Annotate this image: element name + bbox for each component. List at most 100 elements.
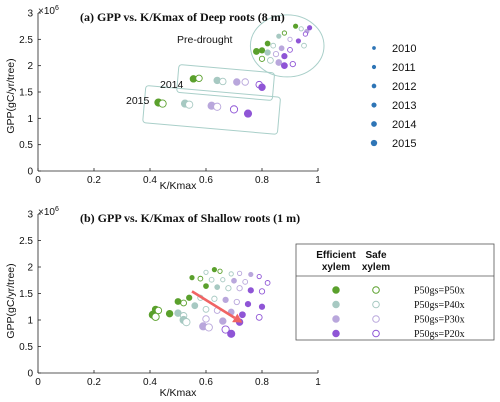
trend-arrow-shaft: [191, 290, 236, 320]
panel-a-plot-area: 0 0.2 0.4 0.6 0.8 1 0 0.5 1 1.5 2 2.5 3: [19, 9, 325, 186]
panel-b-data-point: [211, 295, 218, 302]
legend-year-label: 2014: [392, 119, 416, 131]
panel-b-data-point: [219, 317, 227, 325]
panel-a-x-tick-label: 0.8: [255, 175, 269, 186]
panel-a-deep-roots: 0 0.2 0.4 0.6 0.8 1 0 0.5 1 1.5 2 2.5 3 (a) GPP vs. …: [5, 5, 325, 192]
panel-b-data-point: [256, 273, 262, 280]
panel-b-x-tick-label: 0.2: [87, 377, 101, 388]
panel-a-y-tick-label: 0: [27, 167, 33, 178]
panel-a-xlabel: K/Kmax: [160, 180, 198, 192]
legend-efficient-marker: [332, 300, 340, 309]
panel-a-data-point: [213, 102, 222, 111]
panel-a-x-tick-label: 0.2: [87, 175, 101, 186]
panel-b-data-point: [258, 303, 266, 310]
panel-a-data-point: [272, 50, 280, 58]
legend-head-efficient-line1: Efficient: [316, 250, 356, 261]
legend-year-marker: [371, 64, 377, 70]
panel-b-x-tick-label: 1: [315, 377, 321, 388]
panel-b-data-point: [203, 269, 209, 275]
panel-b-data-point: [165, 309, 174, 318]
panel-b-data-point: [228, 271, 234, 277]
panel-a-data-point: [267, 57, 274, 64]
panel-b-data-point: [239, 311, 246, 319]
panel-b-data-point: [247, 287, 254, 294]
panel-b-data-point: [154, 306, 163, 315]
panel-a-data-point: [158, 99, 167, 108]
legend-year-marker: [371, 102, 377, 108]
panel-a-x-tick-label: 1: [315, 175, 321, 186]
panel-b-data-point: [244, 300, 252, 308]
panel-b-data-point: [208, 276, 215, 283]
annotation-2015: 2015: [126, 95, 150, 107]
panel-b-data-point: [214, 284, 221, 291]
trend-arrow-head: [232, 313, 243, 323]
panel-b-data-point: [255, 313, 263, 321]
panel-a-data-point: [243, 109, 253, 118]
legend-year-label: 2015: [392, 138, 416, 150]
cluster-outline-2014: [176, 64, 275, 101]
panel-b-y-tick-label: 2: [27, 263, 33, 274]
panel-b-data-point: [189, 275, 195, 281]
panel-a-data-point: [195, 74, 203, 83]
legend-head-safe-line1: Safe: [365, 250, 387, 261]
panel-a-y-tick-label: 2.5: [19, 35, 33, 46]
legend-head-safe-line2: xylem: [362, 262, 390, 273]
panel-b-data-point: [222, 296, 229, 303]
panel-a-x-tick-label: 0.6: [199, 175, 213, 186]
panel-b-y-tick-label: 0: [27, 369, 33, 380]
legend-efficient-marker: [332, 315, 340, 323]
panel-a-data-point: [278, 45, 285, 52]
panel-b-data-point: [264, 280, 271, 286]
panel-a-y-tick-label: 1: [27, 114, 33, 125]
panel-b-data-point: [174, 298, 182, 305]
cluster-outline-pre-drought: [249, 14, 325, 78]
legend-head-efficient: Efficient xylem: [316, 250, 356, 273]
panel-a-exponent: ×106: [38, 5, 59, 17]
panel-b-data-point: [220, 277, 226, 283]
panel-a-data-point: [293, 23, 299, 29]
panel-a-data-point: [258, 47, 266, 54]
panel-b-data-point: [221, 325, 230, 334]
panel-a-y-tick-label: 3: [27, 9, 33, 20]
panel-b-y-tick-label: 1.5: [19, 289, 33, 300]
panel-b-data-point: [197, 275, 204, 282]
panel-a-data-point: [258, 55, 266, 62]
panel-a-data-point: [241, 78, 249, 86]
legend-scheme-rows: P50gs=P50x P50gs=P40x P50gs=P30x P50gs=P20x: [332, 286, 465, 340]
panel-a-data-point: [275, 59, 283, 66]
panel-b-data-point: [203, 283, 209, 289]
legend-year-label: 2012: [392, 81, 416, 93]
legend-head-efficient-line2: xylem: [322, 262, 350, 273]
panel-a-exponent-power: 6: [55, 5, 59, 12]
panel-a-data-point: [287, 47, 293, 53]
panel-a-title: (a) GPP vs. K/Kmax of Deep roots (8 m): [80, 10, 285, 24]
panel-b-ylabel: GPP(gC/yr/tree): [5, 263, 17, 338]
panel-b-data-point: [258, 288, 266, 295]
panel-a-ylabel: GPP(gC/yr/tree): [5, 58, 17, 133]
legend-efficient-marker: [332, 286, 340, 294]
panel-b-data-point: [211, 267, 218, 273]
panel-a-data-point: [307, 25, 313, 31]
panel-b-shallow-roots: 0 0.2 0.4 0.6 0.8 1 0 0.5 1 1.5 2 2.5 3 (b) GPP vs. …: [5, 206, 321, 399]
panel-a-data-point: [302, 31, 309, 37]
panel-b-y-tick-label: 3: [27, 210, 33, 221]
panel-b-data-point: [151, 312, 160, 321]
panel-a-data-point: [229, 105, 239, 114]
panel-a-x-tick-label: 0.4: [143, 175, 157, 186]
panel-b-y-tick-label: 1: [27, 316, 33, 327]
legend-xylem-scheme: Efficient xylem Safe xylem P50gs=P50xP50gs…: [295, 243, 495, 341]
panel-b-title: (b) GPP vs. K/Kmax of Shallow roots (1 m…: [80, 211, 300, 225]
legend-year-marker: [372, 46, 376, 50]
legend-year-marker: [371, 121, 377, 127]
panel-b-x-tick-label: 0.8: [255, 377, 269, 388]
panel-a-y-tick-label: 2: [27, 61, 33, 72]
panel-b-y-tick-label: 2.5: [19, 236, 33, 247]
legend-scheme-label: P50gs=P30x: [414, 315, 465, 326]
panel-a-y-tick-label: 1.5: [19, 88, 33, 99]
annotation-pre-drought: Pre-drought: [177, 34, 233, 46]
panel-b-x-tick-label: 0: [35, 377, 41, 388]
panel-b-xlabel: K/Kmax: [160, 387, 198, 399]
legend-year-label: 2010: [392, 43, 416, 55]
panel-b-data-point: [186, 294, 193, 301]
panel-a-x-tick-label: 0: [35, 175, 41, 186]
